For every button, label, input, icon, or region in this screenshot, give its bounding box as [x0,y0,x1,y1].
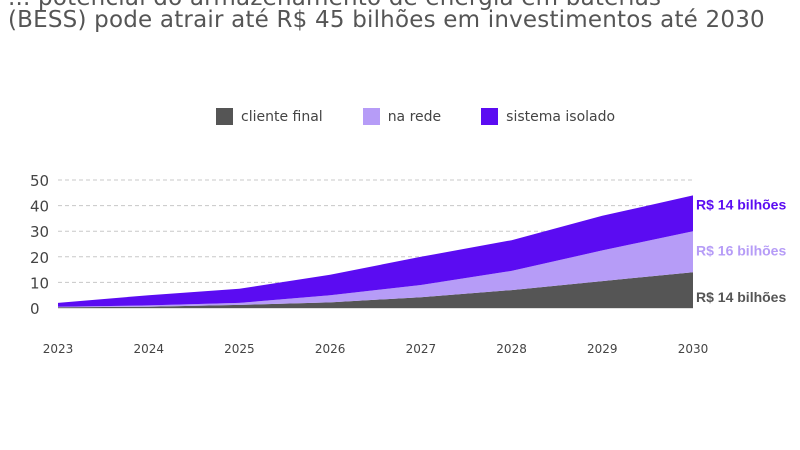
x-tick-label-2023: 2023 [43,342,74,356]
y-tick-label-50: 50 [30,172,49,190]
legend-item-na-rede: na rede [362,108,442,125]
chart-title-line-1: ... potencial do armazenamento de energi… [8,0,661,11]
chart-title-line-2: (BESS) pode atrair até R$ 45 bilhões em … [8,7,765,33]
y-tick-label-30: 30 [30,223,49,241]
y-tick-label-0: 0 [30,300,40,318]
end-label-na-rede: R$ 16 bilhões [696,243,786,259]
x-tick-label-2025: 2025 [224,342,255,356]
area-na-rede [58,231,693,308]
legend-label-na-rede: na rede [387,108,442,125]
chart-legend: cliente final na rede sistema isolado [216,108,655,125]
x-tick-label-2027: 2027 [406,342,437,356]
x-tick-label-2030: 2030 [678,342,709,356]
area-cliente-final [58,272,693,308]
end-label-sistema-isolado: R$ 14 bilhões [696,196,786,212]
x-tick-label-2028: 2028 [496,342,527,356]
legend-label-cliente-final: cliente final [241,108,323,125]
x-tick-label-2029: 2029 [587,342,618,356]
legend-label-sistema-isolado: sistema isolado [506,108,616,125]
legend-swatch-na-rede [362,108,380,125]
legend-swatch-sistema-isolado [481,108,499,125]
legend-swatch-cliente-final [216,108,233,125]
area-sistema-isolado [58,195,693,307]
x-tick-label-2024: 2024 [133,342,164,356]
legend-item-cliente-final: cliente final [216,108,323,125]
y-tick-label-10: 10 [30,274,49,292]
y-tick-label-40: 40 [30,198,49,216]
x-tick-label-2026: 2026 [315,342,346,356]
y-tick-label-20: 20 [30,249,49,267]
end-label-cliente-final: R$ 14 bilhões [696,289,786,305]
legend-item-sistema-isolado: sistema isolado [481,108,615,125]
